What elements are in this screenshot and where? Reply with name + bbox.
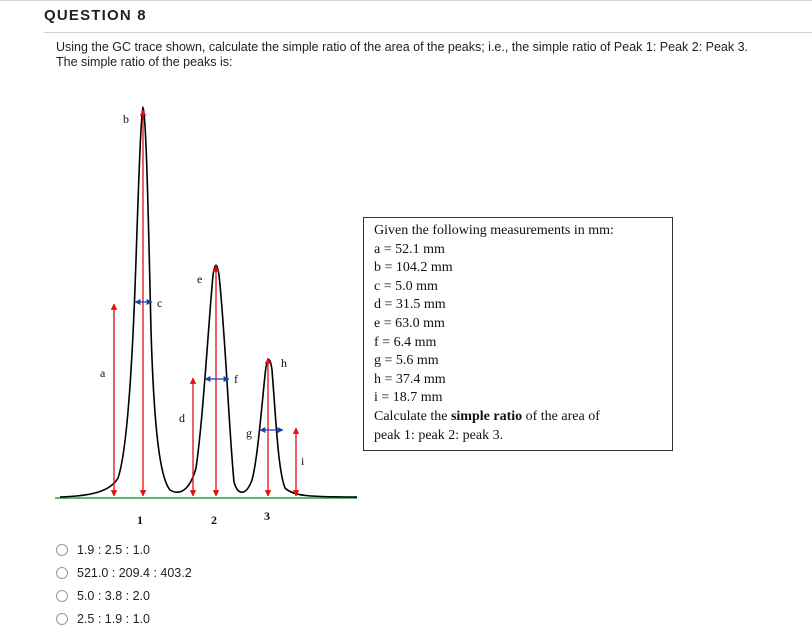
radio-button[interactable]	[56, 566, 68, 579]
answer-option-4[interactable]: 2.5 : 1.9 : 1.0	[56, 607, 192, 630]
answer-option-1[interactable]: 1.9 : 2.5 : 1.0	[56, 538, 192, 561]
measurement-a: a = 52.1 mm	[374, 241, 445, 257]
measurements-list: a = 52.1 mm b = 104.2 mm c = 5.0 mm d = 31.…	[374, 241, 672, 408]
measurement-i: i = 18.7 mm	[374, 390, 443, 406]
measurement-c: c = 5.0 mm	[374, 278, 438, 294]
radio-button[interactable]	[56, 612, 68, 625]
question-prompt: Using the GC trace shown, calculate the …	[56, 40, 749, 54]
measurement-b: b = 104.2 mm	[374, 260, 453, 276]
label-b: b	[123, 112, 129, 126]
question-subprompt: The simple ratio of the peaks is:	[56, 54, 233, 69]
question-text: Using the GC trace shown, calculate the …	[56, 40, 806, 69]
answer-option-label: 1.9 : 2.5 : 1.0	[77, 542, 150, 557]
gc-trace-figure: b c a e f d h g i 1 2 3	[55, 105, 358, 527]
measurement-d: d = 31.5 mm	[374, 297, 446, 313]
peak-number-1: 1	[137, 513, 143, 527]
measurements-instruction-2: peak 1: peak 2: peak 3.	[374, 427, 504, 443]
answer-option-3[interactable]: 5.0 : 3.8 : 2.0	[56, 584, 192, 607]
label-g: g	[246, 426, 252, 440]
measurement-h: h = 37.4 mm	[374, 371, 446, 387]
question-title: QUESTION 8	[44, 7, 147, 24]
measurement-g: g = 5.6 mm	[374, 353, 439, 369]
answer-options: 1.9 : 2.5 : 1.0 521.0 : 209.4 : 403.2 5.0 …	[56, 538, 192, 630]
measurement-e: e = 63.0 mm	[374, 315, 445, 331]
answer-option-2[interactable]: 521.0 : 209.4 : 403.2	[56, 561, 192, 584]
peak-number-2: 2	[211, 513, 217, 527]
label-f: f	[234, 372, 238, 386]
measurements-instruction: Calculate the simple ratio of the area o…	[374, 408, 600, 424]
measurements-box: Given the following measurements in mm: …	[363, 217, 673, 451]
label-a: a	[100, 366, 106, 380]
answer-option-label: 521.0 : 209.4 : 403.2	[77, 565, 192, 580]
label-e: e	[197, 272, 202, 286]
radio-button[interactable]	[56, 589, 68, 602]
measurements-header: Given the following measurements in mm:	[374, 223, 614, 238]
radio-button[interactable]	[56, 543, 68, 556]
top-divider	[0, 0, 812, 1]
answer-option-label: 2.5 : 1.9 : 1.0	[77, 611, 150, 626]
label-c: c	[157, 296, 162, 310]
peak-number-3: 3	[264, 509, 270, 523]
chromatogram-trace	[59, 105, 358, 498]
label-h: h	[281, 356, 287, 370]
simple-ratio-emphasis: simple ratio	[450, 408, 523, 424]
label-d: d	[179, 411, 185, 425]
label-i: i	[301, 454, 305, 468]
answer-option-label: 5.0 : 3.8 : 2.0	[77, 588, 150, 603]
question-divider	[44, 32, 812, 33]
measurement-f: f = 6.4 mm	[374, 334, 437, 350]
